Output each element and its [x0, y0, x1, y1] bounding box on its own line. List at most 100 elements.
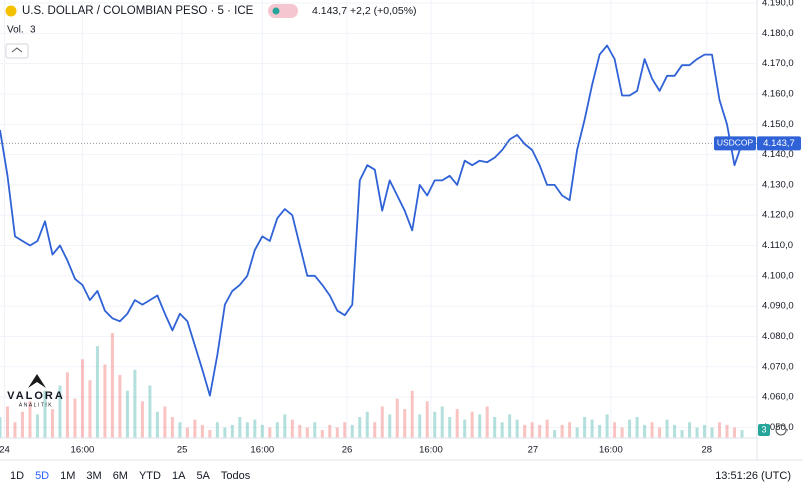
volume-bar — [493, 417, 497, 438]
volume-bar — [530, 422, 534, 438]
volume-bar — [133, 369, 137, 438]
volume-bar — [553, 430, 557, 438]
range-button[interactable]: 5D — [35, 470, 49, 482]
volume-bar — [673, 424, 677, 438]
header-price: 4.143,7 — [312, 5, 347, 17]
volume-bar — [13, 422, 17, 438]
status-dot — [272, 7, 280, 15]
volume-bar — [50, 409, 54, 438]
range-button[interactable]: 3M — [86, 470, 101, 482]
volume-bar — [335, 427, 339, 438]
range-button[interactable]: 1M — [60, 470, 75, 482]
volume-bar — [260, 424, 264, 438]
volume-bar — [658, 427, 662, 438]
range-button[interactable]: 1A — [172, 470, 186, 482]
volume-bar — [80, 359, 84, 438]
volume-bar — [718, 422, 722, 438]
volume-bar — [523, 424, 527, 438]
volume-bar — [425, 401, 429, 438]
y-tick-label: 4.090,0 — [762, 301, 794, 312]
volume-bar — [283, 414, 287, 438]
volume-bar — [223, 427, 227, 438]
volume-bar — [0, 417, 2, 438]
volume-tag-label: 3 — [761, 424, 766, 434]
x-tick-label: 25 — [177, 445, 188, 456]
range-button[interactable]: 6M — [113, 470, 128, 482]
volume-bar — [463, 419, 467, 438]
y-tick-label: 4.160,0 — [762, 88, 794, 99]
y-tick-label: 4.070,0 — [762, 361, 794, 372]
volume-bar — [155, 411, 159, 438]
x-tick-label: 16:00 — [250, 445, 274, 456]
volume-bar — [95, 346, 99, 438]
volume-bar — [58, 385, 62, 438]
volume-bar — [598, 424, 602, 438]
x-tick-label: 24 — [0, 445, 10, 456]
y-tick-label: 4.190,0 — [762, 0, 794, 9]
volume — [0, 333, 744, 438]
volume-bar — [215, 422, 219, 438]
logo-name: VALORA — [7, 390, 65, 402]
volume-bar — [43, 390, 47, 438]
volume-bar — [290, 419, 294, 438]
volume-bar — [620, 427, 624, 438]
volume-bar — [515, 419, 519, 438]
volume-bar — [268, 427, 272, 438]
y-tick-label: 4.140,0 — [762, 149, 794, 160]
volume-bar — [455, 409, 459, 438]
volume-bar — [635, 417, 639, 438]
x-tick-label: 16:00 — [419, 445, 443, 456]
volume-bar — [185, 427, 189, 438]
volume-bar — [433, 411, 437, 438]
volume-bar — [380, 406, 384, 438]
volume-bar — [275, 422, 279, 438]
volume-bar — [575, 427, 579, 438]
volume-bar — [628, 419, 632, 438]
volume-bar — [725, 424, 729, 438]
volume-bar — [20, 411, 24, 438]
volume-bar — [605, 414, 609, 438]
volume-bar — [733, 427, 737, 438]
y-tick-label: 4.120,0 — [762, 210, 794, 221]
volume-bar — [388, 414, 392, 438]
logo-mark — [28, 374, 46, 388]
volume-bar — [88, 380, 92, 438]
volume-bar — [193, 419, 197, 438]
volume-bar — [740, 430, 744, 438]
volume-bar — [125, 390, 129, 438]
volume-bar — [418, 414, 422, 438]
volume-bar — [110, 333, 114, 438]
volume-bar — [178, 422, 182, 438]
range-button[interactable]: 1D — [10, 470, 24, 482]
volume-bar — [200, 424, 204, 438]
grid — [0, 0, 757, 438]
volume-bar — [508, 414, 512, 438]
volume-bar — [28, 401, 32, 438]
price-tag — [757, 136, 801, 151]
volume-bar — [680, 430, 684, 438]
volume-bar — [478, 414, 482, 438]
y-tick-label: 4.050,0 — [762, 422, 794, 433]
y-tick-label: 4.130,0 — [762, 179, 794, 190]
y-tick-label: 4.170,0 — [762, 58, 794, 69]
symbol-tag-label: USDCOP — [717, 138, 754, 148]
collapse-icon — [11, 47, 23, 53]
volume-bar — [163, 406, 167, 438]
volume-bar — [328, 424, 332, 438]
volume-bar — [500, 422, 504, 438]
volume-bar — [35, 414, 39, 438]
volume-bar — [545, 419, 549, 438]
range-button[interactable]: YTD — [139, 470, 161, 482]
settings-icon[interactable] — [775, 424, 787, 436]
volume-bar — [403, 409, 407, 438]
volume-bar — [710, 427, 714, 438]
range-button[interactable]: Todos — [221, 470, 251, 482]
volume-bar — [440, 406, 444, 438]
volume-bar — [298, 424, 302, 438]
range-button[interactable]: 5A — [196, 470, 210, 482]
x-tick-label: 16:00 — [71, 445, 95, 456]
volume-bar — [470, 411, 474, 438]
collapse-button[interactable] — [5, 43, 29, 59]
header-change: +2,2 (+0,05%) — [350, 5, 417, 17]
